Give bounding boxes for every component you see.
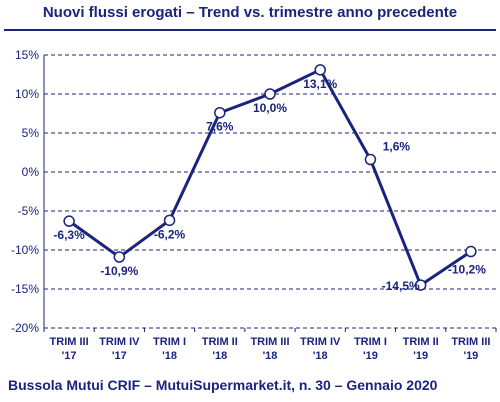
x-tick-label-year: '17 bbox=[62, 350, 77, 362]
x-tick-label: TRIM II bbox=[202, 336, 238, 348]
footer-source: Bussola Mutui CRIF – MutuiSupermarket.it… bbox=[8, 377, 438, 393]
x-tick-label-year: '19 bbox=[363, 350, 378, 362]
data-label: 10,0% bbox=[253, 101, 287, 115]
x-tick-label-year: '18 bbox=[212, 350, 227, 362]
data-point bbox=[465, 245, 477, 258]
data-point bbox=[63, 215, 75, 227]
data-label: -6,3% bbox=[53, 228, 85, 242]
data-point bbox=[364, 153, 377, 166]
x-tick-label: TRIM III bbox=[451, 336, 490, 348]
x-tick-label-year: '18 bbox=[162, 350, 177, 362]
y-tick-label: 5% bbox=[22, 126, 40, 140]
x-tick-label-year: '19 bbox=[413, 350, 428, 362]
data-label: 13,1% bbox=[303, 77, 337, 91]
data-label: -14,5% bbox=[382, 279, 420, 293]
data-point bbox=[414, 279, 427, 291]
x-tick-label-year: '19 bbox=[463, 350, 478, 362]
y-tick-label: -20% bbox=[11, 321, 39, 335]
data-point bbox=[163, 214, 176, 227]
data-point bbox=[113, 251, 126, 263]
x-tick-label: TRIM IV bbox=[300, 336, 341, 348]
x-tick-label: TRIM II bbox=[403, 336, 439, 348]
x-tick-label-year: '18 bbox=[313, 350, 328, 362]
y-tick-label: -10% bbox=[11, 243, 39, 257]
data-point bbox=[314, 64, 326, 76]
data-label: -10,9% bbox=[100, 264, 138, 278]
y-tick-label: -5% bbox=[18, 204, 40, 218]
title-divider bbox=[4, 29, 496, 31]
data-label: -10,2% bbox=[448, 263, 486, 277]
x-tick-label-year: '17 bbox=[112, 350, 127, 362]
data-label: 7,6% bbox=[206, 120, 234, 134]
x-tick-label: TRIM I bbox=[354, 336, 387, 348]
x-tick-label: TRIM I bbox=[153, 336, 186, 348]
x-tick-label: TRIM IV bbox=[99, 336, 140, 348]
x-tick-label: TRIM III bbox=[50, 336, 89, 348]
y-tick-label: 10% bbox=[15, 87, 39, 101]
y-tick-label: 15% bbox=[15, 48, 39, 62]
data-label: 1,6% bbox=[383, 140, 411, 154]
x-tick-label-year: '18 bbox=[263, 350, 278, 362]
x-tick-label: TRIM III bbox=[250, 336, 289, 348]
chart-title: Nuovi flussi erogati – Trend vs. trimest… bbox=[42, 4, 458, 21]
data-label: -6,2% bbox=[154, 227, 186, 241]
y-tick-label: -15% bbox=[11, 282, 39, 296]
y-tick-label: 0% bbox=[22, 165, 40, 179]
data-point bbox=[264, 88, 276, 100]
data-point bbox=[214, 106, 226, 119]
